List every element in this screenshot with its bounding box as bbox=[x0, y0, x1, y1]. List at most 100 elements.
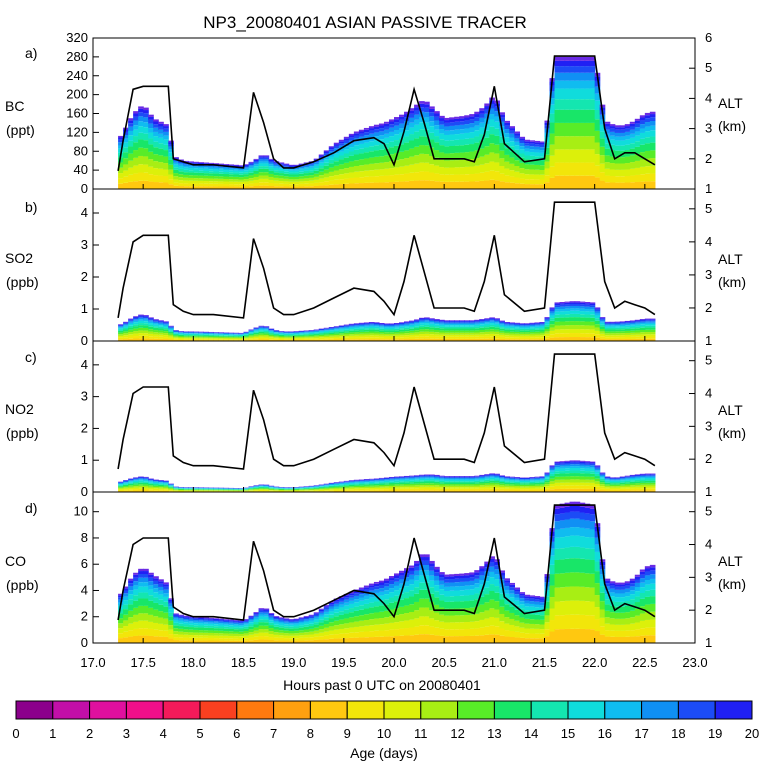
tracer-bar-segment bbox=[318, 330, 325, 331]
tracer-bar-segment bbox=[288, 338, 295, 340]
tracer-bar-segment bbox=[383, 486, 390, 488]
tracer-bar-segment bbox=[494, 338, 500, 341]
tracer-bar-segment bbox=[143, 318, 149, 320]
tracer-bar-segment bbox=[338, 326, 345, 328]
tracer-bar-segment bbox=[464, 120, 470, 125]
tracer-bar-segment bbox=[228, 165, 235, 167]
tracer-bar-segment bbox=[459, 325, 465, 327]
tracer-bar-segment bbox=[539, 479, 546, 481]
tracer-bar-segment bbox=[449, 336, 455, 339]
tracer-bar-segment bbox=[409, 488, 415, 491]
tracer-bar-segment bbox=[519, 143, 526, 147]
tracer-bar-segment bbox=[338, 482, 345, 484]
tracer-bar-segment bbox=[193, 333, 199, 335]
tracer-bar-segment bbox=[639, 488, 646, 491]
tracer-bar-segment bbox=[414, 478, 420, 480]
tracer-bar-segment bbox=[288, 172, 295, 175]
tracer-bar-segment bbox=[373, 606, 380, 613]
tracer-bar-segment bbox=[484, 322, 490, 324]
tracer-bar-segment bbox=[163, 322, 169, 324]
tracer-bar-segment bbox=[569, 301, 576, 303]
tracer-bar-segment bbox=[263, 159, 270, 162]
tracer-bar-segment bbox=[338, 601, 345, 605]
tracer-bar-segment bbox=[118, 623, 124, 629]
tracer-bar-segment bbox=[138, 484, 144, 486]
tracer-bar-segment bbox=[328, 328, 335, 330]
tracer-bar-segment bbox=[579, 136, 586, 150]
tracer-bar-segment bbox=[358, 620, 365, 627]
tracer-bar-segment bbox=[153, 119, 159, 122]
tracer-bar-segment bbox=[368, 182, 375, 189]
tracer-bar-segment bbox=[193, 337, 199, 339]
tracer-bar-segment bbox=[188, 177, 194, 181]
tracer-bar-segment bbox=[158, 636, 164, 643]
tracer-bar-segment bbox=[409, 483, 415, 486]
tracer-bar-segment bbox=[479, 477, 485, 480]
tracer-bar-segment bbox=[439, 487, 445, 489]
tracer-bar-segment bbox=[544, 484, 551, 487]
tracer-bar-segment bbox=[594, 177, 601, 189]
tracer-bar-segment bbox=[158, 320, 164, 322]
tracer-bar-segment bbox=[178, 621, 184, 624]
tracer-bar-segment bbox=[183, 167, 189, 170]
tracer-bar-segment bbox=[318, 487, 325, 489]
tracer-bar-segment bbox=[268, 334, 275, 337]
tracer-bar-segment bbox=[163, 156, 169, 164]
tracer-bar-segment bbox=[383, 323, 390, 325]
tracer-bar-segment bbox=[218, 338, 225, 340]
tracer-bar-segment bbox=[614, 479, 621, 480]
tracer-bar-segment bbox=[283, 624, 290, 627]
tracer-bar-segment bbox=[188, 622, 194, 625]
tracer-bar-segment bbox=[323, 332, 330, 334]
tracer-bar-segment bbox=[228, 622, 235, 624]
tracer-bar-segment bbox=[454, 174, 460, 182]
tracer-bar-segment bbox=[399, 323, 405, 325]
tracer-bar-segment bbox=[394, 477, 400, 479]
tracer-bar-segment bbox=[328, 176, 335, 181]
tracer-bar-segment bbox=[424, 478, 430, 481]
tracer-bar-segment bbox=[288, 334, 295, 336]
tracer-bar-segment bbox=[328, 156, 335, 160]
tracer-bar-segment bbox=[619, 125, 626, 128]
tracer-bar-segment bbox=[173, 488, 179, 490]
tracer-bar-segment bbox=[303, 167, 310, 169]
tracer-bar-segment bbox=[183, 620, 189, 623]
tracer-bar-segment bbox=[278, 491, 285, 492]
tracer-bar-segment bbox=[213, 181, 220, 184]
tracer-bar-segment bbox=[173, 337, 179, 339]
alt-unit-a: (km) bbox=[718, 118, 746, 134]
tracer-bar-segment bbox=[649, 111, 656, 115]
tracer-bar-segment bbox=[348, 339, 355, 341]
tracer-bar-segment bbox=[378, 486, 385, 488]
tracer-bar-segment bbox=[549, 471, 556, 474]
tracer-bar-segment bbox=[218, 336, 225, 338]
tracer-bar-segment bbox=[163, 618, 169, 625]
tracer-bar-segment bbox=[358, 322, 365, 324]
tracer-bar-segment bbox=[584, 461, 591, 463]
tracer-bar-segment bbox=[544, 477, 551, 479]
tracer-bar-segment bbox=[639, 144, 646, 153]
tracer-bar-segment bbox=[303, 619, 310, 621]
tracer-bar-segment bbox=[163, 326, 169, 328]
tracer-bar-segment bbox=[609, 169, 616, 177]
tracer-bar-segment bbox=[293, 339, 300, 341]
tracer-bar-segment bbox=[298, 181, 305, 184]
tracer-bar-segment bbox=[414, 485, 420, 487]
tracer-bar-segment bbox=[624, 479, 631, 481]
tracer-bar-segment bbox=[378, 624, 385, 631]
tracer-bar-segment bbox=[343, 173, 350, 179]
tracer-bar-segment bbox=[644, 327, 651, 330]
tracer-bar-segment bbox=[539, 144, 546, 148]
tracer-bar-segment bbox=[544, 329, 551, 332]
tracer-bar-segment bbox=[429, 329, 435, 332]
tracer-bar-segment bbox=[343, 489, 350, 491]
tracer-bar-segment bbox=[479, 322, 485, 325]
tracer-bar-segment bbox=[298, 619, 305, 621]
tracer-bar-segment bbox=[228, 640, 235, 643]
tracer-bar-segment bbox=[634, 479, 641, 482]
tracer-bar-segment bbox=[589, 325, 596, 330]
tracer-bar-segment bbox=[363, 488, 370, 490]
tracer-bar-segment bbox=[148, 331, 154, 334]
tracer-bar-segment bbox=[489, 488, 495, 491]
